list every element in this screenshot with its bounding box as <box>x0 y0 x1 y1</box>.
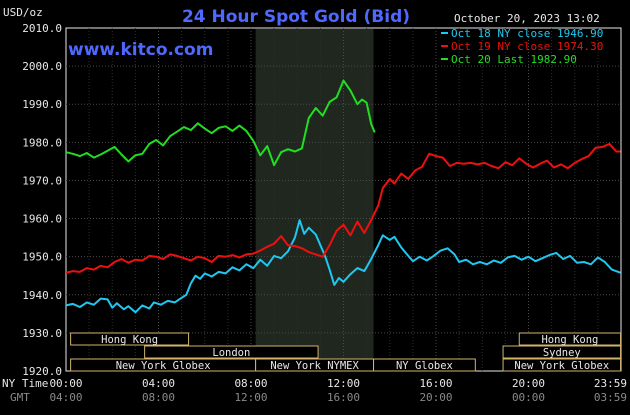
y-tick-label: 1930.0 <box>22 327 62 340</box>
y-tick-label: 1960.0 <box>22 213 62 226</box>
x-tick-label-ny: 23:59 <box>594 377 627 390</box>
x-tick-label-gmt: 00:00 <box>512 391 545 404</box>
series-line <box>65 79 376 167</box>
y-tick-label: 2000.0 <box>22 60 62 73</box>
y-tick-label: 1940.0 <box>22 289 62 302</box>
session-label: Hong Kong <box>541 334 598 346</box>
session-label: New York NYMEX <box>270 360 359 372</box>
y-tick-label: 1990.0 <box>22 98 62 111</box>
series-line <box>65 142 621 274</box>
legend-entry: Oct 20 Last 1982.90 <box>451 53 577 66</box>
x-tick-label-ny: 04:00 <box>142 377 175 390</box>
session-box: London <box>144 345 319 359</box>
session-label: Hong Kong <box>101 334 158 346</box>
x-tick-label-gmt: 03:59 <box>594 391 627 404</box>
y-tick-label: 1920.0 <box>22 365 62 378</box>
session-label: New York Globex <box>514 360 609 372</box>
session-box: New York NYMEX <box>255 358 375 372</box>
x-tick-label-gmt: 16:00 <box>327 391 360 404</box>
session-box: New York Globex <box>70 358 257 372</box>
session-box: Hong Kong <box>70 332 190 346</box>
watermark: www.kitco.com <box>68 40 213 60</box>
chart-title: 24 Hour Spot Gold (Bid) <box>182 7 410 27</box>
y-tick-label: 1980.0 <box>22 136 62 149</box>
x-tick-label-gmt: 04:00 <box>49 391 82 404</box>
y-tick-label: 1950.0 <box>22 251 62 264</box>
session-label: Sydney <box>543 347 581 359</box>
y-axis-labels: 2010.0 2000.0 1990.0 1980.0 1970.0 1960.0 1950… <box>22 22 62 378</box>
ny-time-label: NY Time <box>2 377 48 390</box>
series-line <box>65 219 621 314</box>
y-tick-label: 1970.0 <box>22 174 62 187</box>
session-box: Sydney <box>502 345 622 359</box>
x-tick-label-gmt: 20:00 <box>419 391 452 404</box>
x-tick-label-gmt: 08:00 <box>142 391 175 404</box>
x-tick-label-ny: 00:00 <box>49 377 82 390</box>
session-label: New York Globex <box>116 360 211 372</box>
x-axis-labels: 00:0004:0004:0008:0008:0012:0012:0016:00… <box>49 377 627 404</box>
x-tick-label-ny: 08:00 <box>234 377 267 390</box>
session-label: London <box>212 347 250 359</box>
gmt-label: GMT <box>10 391 30 404</box>
x-tick-label-ny: 12:00 <box>327 377 360 390</box>
nymex-session-highlight <box>255 29 374 371</box>
timestamp: October 20, 2023 13:02 <box>454 12 600 25</box>
x-tick-label-gmt: 12:00 <box>234 391 267 404</box>
session-box: NY Globex <box>373 358 476 372</box>
x-tick-label-ny: 20:00 <box>512 377 545 390</box>
price-series <box>65 79 621 314</box>
session-label: NY Globex <box>396 360 453 372</box>
legend-entry: Oct 18 NY close 1946.90 <box>451 27 603 40</box>
legend-entry: Oct 19 NY close 1974.30 <box>451 40 603 53</box>
session-box: New York Globex <box>502 358 622 372</box>
session-box: Hong Kong <box>518 332 622 346</box>
y-tick-label: 2010.0 <box>22 22 62 35</box>
x-tick-label-ny: 16:00 <box>419 377 452 390</box>
y-axis-unit: USD/oz <box>3 6 43 19</box>
